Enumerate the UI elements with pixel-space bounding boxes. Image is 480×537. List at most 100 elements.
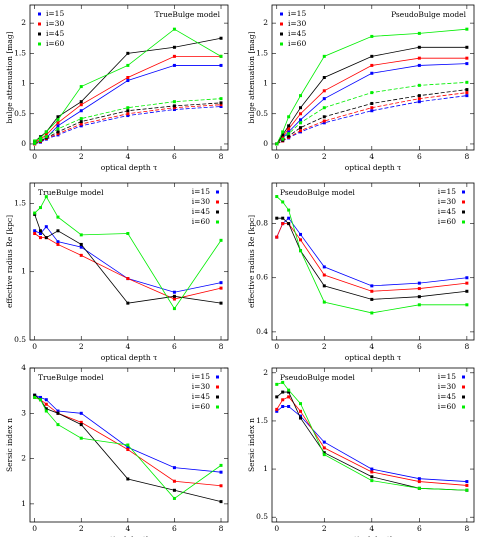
plot-frame: [29, 367, 229, 523]
data-point: [172, 297, 176, 301]
data-point: [465, 488, 469, 492]
x-axis-label: optical depth τ: [101, 535, 158, 537]
x-tick-label: 4: [125, 152, 130, 161]
legend-label: i=15: [192, 372, 210, 381]
data-point: [44, 402, 48, 406]
data-point: [287, 124, 291, 128]
data-point: [79, 242, 83, 246]
series-line: [34, 214, 222, 304]
plot-frame: [271, 182, 475, 341]
data-point: [322, 97, 326, 101]
data-point: [126, 232, 130, 236]
legend-swatch: [216, 375, 219, 379]
data-point: [281, 216, 285, 220]
data-point: [126, 443, 130, 447]
data-point: [56, 409, 60, 413]
data-point: [287, 115, 291, 119]
legend-label: i=45: [192, 207, 210, 216]
legend-swatch: [216, 395, 219, 399]
data-point: [79, 100, 83, 104]
data-point: [38, 229, 42, 233]
data-point: [219, 484, 223, 488]
data-point: [275, 195, 279, 199]
legend-swatch: [216, 220, 219, 224]
data-point: [370, 34, 374, 38]
legend-swatch: [38, 22, 41, 26]
x-tick-label: 8: [464, 152, 469, 161]
legend-swatch: [280, 42, 283, 46]
data-point: [38, 398, 42, 402]
data-point: [287, 132, 291, 136]
legend-label: i=60: [46, 39, 64, 48]
data-point: [370, 475, 374, 479]
data-point: [299, 118, 303, 122]
legend-label: i=60: [288, 39, 306, 48]
legend-swatch: [462, 190, 465, 194]
data-point: [56, 242, 60, 246]
data-point: [79, 253, 83, 257]
data-point: [322, 119, 326, 123]
data-point: [417, 56, 421, 60]
data-point: [219, 103, 223, 107]
data-point: [370, 311, 374, 315]
series-line: [34, 195, 222, 310]
data-point: [126, 76, 130, 79]
data-point: [219, 238, 223, 242]
plot-frame: [271, 367, 475, 523]
data-point: [56, 115, 60, 119]
data-point: [172, 45, 176, 49]
data-point: [33, 141, 37, 145]
data-point: [465, 45, 469, 49]
data-point: [417, 83, 421, 87]
data-point: [56, 121, 60, 125]
series-line: [276, 28, 467, 145]
data-point: [172, 290, 176, 294]
data-point: [44, 398, 48, 402]
x-tick-label: 8: [219, 524, 224, 533]
data-point: [219, 500, 223, 504]
data-point: [287, 216, 291, 220]
data-point: [322, 284, 326, 288]
legend-swatch: [216, 200, 219, 204]
legend-label: i=45: [288, 29, 306, 38]
data-point: [126, 114, 130, 118]
legend-label: i=30: [438, 197, 456, 206]
x-axis-label: optical depth τ: [101, 353, 158, 362]
data-point: [417, 94, 421, 98]
data-point: [33, 211, 37, 215]
x-tick-label: 6: [417, 152, 422, 161]
y-tick-label: 1: [263, 464, 268, 473]
x-tick-label: 4: [369, 152, 374, 161]
plot-frame: [29, 182, 229, 341]
data-point: [219, 36, 223, 40]
data-point: [370, 101, 374, 105]
x-tick-label: 6: [172, 342, 177, 351]
data-point: [322, 121, 326, 125]
data-point: [370, 54, 374, 58]
x-tick-label: 6: [172, 152, 177, 161]
data-point: [281, 398, 285, 402]
data-point: [79, 85, 83, 89]
series-line: [34, 55, 222, 143]
data-point: [299, 402, 303, 406]
data-point: [56, 127, 60, 131]
data-point: [219, 301, 223, 305]
data-point: [219, 463, 223, 467]
data-point: [126, 112, 130, 116]
y-tick-label: 1.5: [14, 48, 26, 57]
data-point: [126, 106, 130, 110]
x-tick-label: 6: [172, 524, 177, 533]
y-tick-label: 4: [21, 363, 26, 372]
y-axis-label: Sersic index n: [5, 418, 14, 472]
x-tick-label: 8: [464, 342, 469, 351]
legend-label: i=60: [438, 217, 456, 226]
data-point: [281, 380, 285, 384]
data-point: [322, 440, 326, 444]
y-tick-label: 0.8: [256, 219, 268, 228]
legend-swatch: [462, 200, 465, 204]
x-tick-label: 4: [369, 342, 374, 351]
data-point: [465, 91, 469, 95]
data-point: [417, 477, 421, 481]
data-point: [465, 281, 469, 285]
